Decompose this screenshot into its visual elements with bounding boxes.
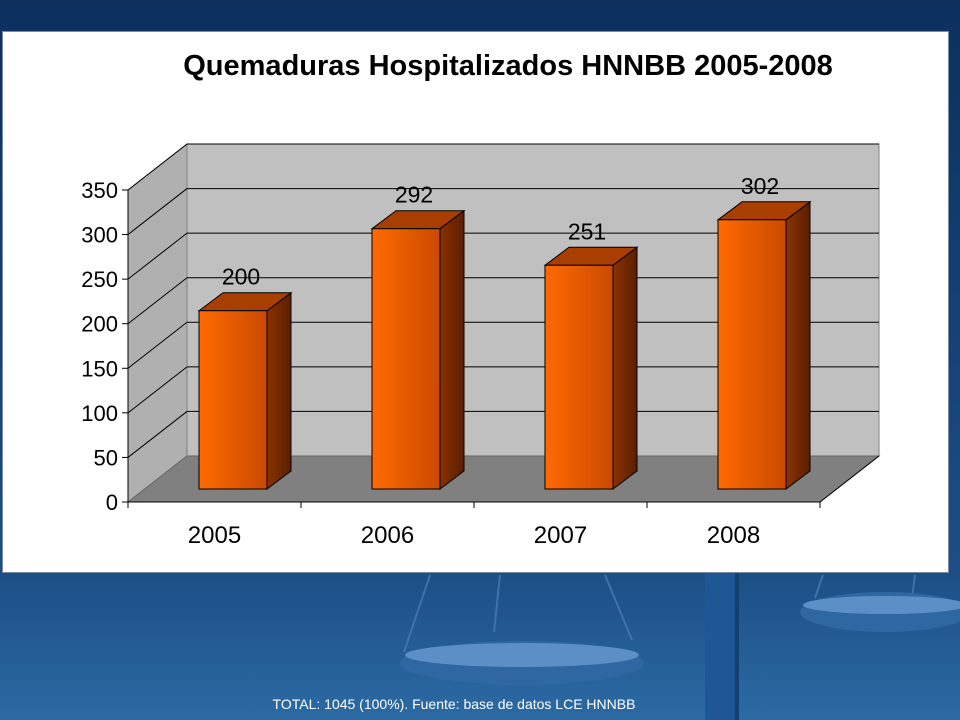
bar-side — [266, 291, 292, 490]
bar-side — [439, 209, 465, 490]
chart-title: Quemaduras Hospitalizados HNNBB 2005-200… — [183, 50, 833, 82]
bar — [544, 264, 614, 490]
x-tick-label: 2006 — [361, 522, 414, 549]
footer-note: TOTAL: 1045 (100%). Fuente: base de dato… — [272, 696, 636, 712]
scale-post — [705, 571, 735, 720]
bar-side — [612, 246, 638, 490]
bar — [717, 219, 787, 490]
y-tick-label: 0 — [106, 490, 118, 515]
y-tick-label: 200 — [81, 312, 118, 337]
gridline-side — [127, 411, 188, 458]
x-tick-label: 2008 — [707, 522, 760, 549]
gridline-side — [127, 366, 188, 414]
gridline-side — [127, 277, 188, 325]
y-tick-label: 350 — [81, 178, 118, 203]
data-label: 292 — [395, 182, 433, 208]
bar-side — [785, 200, 811, 490]
data-label: 302 — [741, 173, 779, 199]
chart-side-wall — [127, 142, 188, 504]
floor-edge — [819, 455, 880, 503]
y-tick-label: 150 — [81, 356, 118, 381]
y-tick-label: 300 — [81, 223, 118, 248]
data-label: 251 — [568, 218, 606, 244]
gridline-side — [127, 232, 188, 280]
bar — [198, 310, 268, 490]
y-tick-label: 250 — [81, 267, 118, 292]
gridline-side — [127, 321, 188, 369]
gridline-side — [127, 188, 188, 235]
x-tick-label: 2007 — [534, 522, 587, 549]
y-tick-label: 50 — [94, 445, 118, 470]
gridline-side — [127, 143, 188, 191]
x-tick-label: 2005 — [188, 522, 241, 549]
scale-decoration — [403, 574, 916, 653]
data-label: 200 — [222, 264, 260, 290]
bar — [371, 228, 441, 490]
y-tick-label: 100 — [81, 401, 118, 426]
